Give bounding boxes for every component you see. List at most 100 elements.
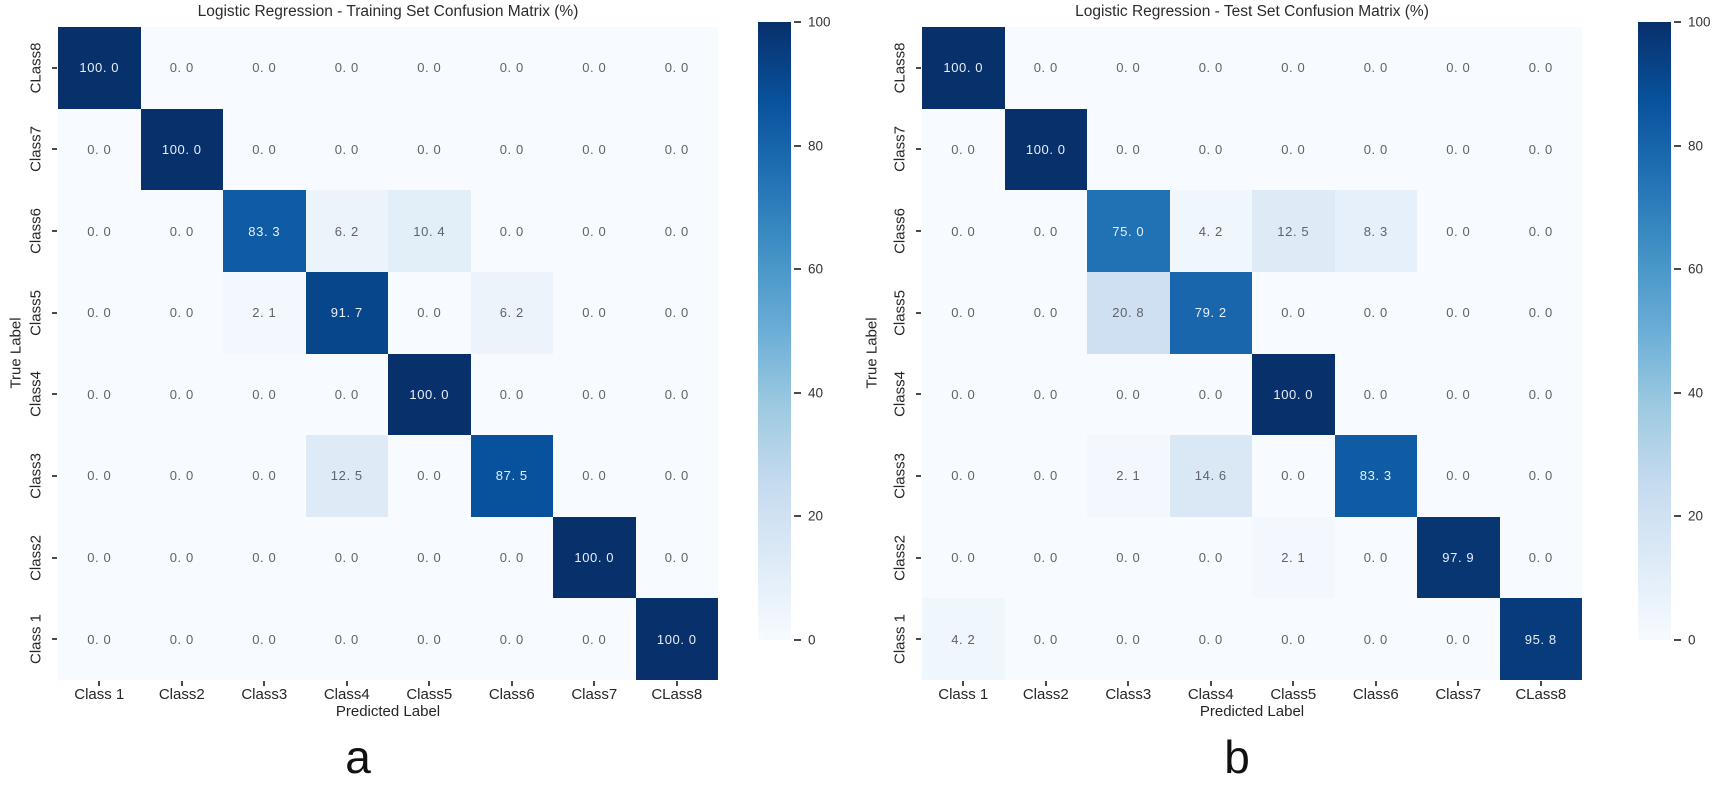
cell-value: 0. 0 — [87, 141, 112, 157]
cell-value: 0. 0 — [417, 631, 442, 647]
heatmap-cell: 0. 0 — [1334, 271, 1417, 354]
cell-value: 0. 0 — [252, 60, 277, 76]
heatmap-cell: 0. 0 — [470, 190, 553, 272]
cell-value: 0. 0 — [252, 468, 277, 484]
heatmap-cell: 0. 0 — [1252, 108, 1335, 191]
x-tick — [510, 681, 513, 686]
heatmap-cell: 0. 0 — [140, 27, 223, 109]
heatmap-cell: 0. 0 — [1499, 190, 1582, 272]
heatmap-cell: 0. 0 — [58, 108, 141, 191]
cell-value: 0. 0 — [417, 141, 442, 157]
heatmap-cell: 2. 1 — [223, 271, 306, 354]
heatmap-cell: 0. 0 — [58, 516, 141, 599]
plot-title: Logistic Regression - Training Set Confu… — [197, 3, 579, 20]
x-tick-label: CLass8 — [1515, 686, 1567, 703]
heatmap-cell: 0. 0 — [223, 435, 306, 517]
heatmap-cell: 0. 0 — [553, 190, 636, 272]
cell-value: 0. 0 — [951, 550, 976, 566]
cell-value: 6. 2 — [334, 223, 359, 239]
heatmap-cell: 0. 0 — [553, 598, 636, 680]
heatmap-cell: 83. 3 — [1334, 435, 1417, 517]
colorbar-tick-label: 20 — [1688, 508, 1704, 524]
y-tick-label: Class3 — [891, 453, 909, 499]
x-tick-label: Class6 — [1352, 686, 1399, 703]
cell-value: 97. 9 — [1442, 550, 1475, 566]
heatmap-cell: 12. 5 — [305, 435, 388, 517]
cell-value: 0. 0 — [1528, 386, 1553, 402]
heatmap-cell: 0. 0 — [635, 190, 718, 272]
cell-value: 0. 0 — [417, 468, 442, 484]
cell-value: 0. 0 — [1033, 305, 1058, 321]
x-tick-label: Class7 — [571, 686, 618, 703]
heatmap-cell: 0. 0 — [470, 27, 553, 109]
heatmap-cell: 0. 0 — [1169, 516, 1252, 599]
cell-value: 0. 0 — [334, 550, 359, 566]
y-tick-label: Class 1 — [891, 614, 909, 665]
cell-value: 0. 0 — [1528, 550, 1553, 566]
heatmap-cell: 0. 0 — [1499, 435, 1582, 517]
cell-value: 100. 0 — [161, 141, 202, 157]
cell-value: 0. 0 — [951, 141, 976, 157]
x-tick-label: Class6 — [488, 686, 535, 703]
heatmap-cell: 0. 0 — [1169, 108, 1252, 191]
colorbar-tick-label: 20 — [808, 508, 824, 524]
cell-value: 0. 0 — [582, 141, 607, 157]
heatmap-cell: 0. 0 — [388, 271, 471, 354]
cell-value: 0. 0 — [87, 305, 112, 321]
y-tick-label: CLass8 — [891, 42, 909, 94]
cell-value: 100. 0 — [409, 386, 450, 402]
cell-value: 0. 0 — [1033, 550, 1058, 566]
heatmap-cell: 0. 0 — [1417, 353, 1500, 436]
cell-value: 10. 4 — [413, 223, 446, 239]
colorbar-tick-label: 60 — [1688, 261, 1704, 277]
heatmap-cell: 0. 0 — [58, 435, 141, 517]
cell-value: 0. 0 — [1446, 305, 1471, 321]
cell-value: 2. 1 — [252, 305, 277, 321]
heatmap-cell: 0. 0 — [635, 108, 718, 191]
heatmap-cell: 0. 0 — [1334, 353, 1417, 436]
cell-value: 4. 2 — [1198, 223, 1223, 239]
x-tick — [1209, 681, 1212, 686]
cell-value: 0. 0 — [1116, 631, 1141, 647]
colorbar-tick-label: 80 — [1688, 138, 1704, 154]
cell-value: 0. 0 — [499, 141, 524, 157]
heatmap-cell: 0. 0 — [470, 353, 553, 436]
colorbar-tick — [794, 391, 801, 394]
heatmap-cell: 0. 0 — [1004, 271, 1087, 354]
heatmap-cell: 0. 0 — [1334, 27, 1417, 109]
heatmap-cell: 0. 0 — [922, 353, 1005, 436]
heatmap-cell: 100. 0 — [140, 108, 223, 191]
y-tick — [916, 638, 921, 641]
heatmap-cell: 0. 0 — [1252, 271, 1335, 354]
colorbar-tick-label: 100 — [808, 14, 831, 30]
cell-value: 0. 0 — [1446, 223, 1471, 239]
heatmap-cell: 0. 0 — [1334, 598, 1417, 680]
x-tick-label: Class4 — [1187, 686, 1234, 703]
heatmap-cell: 0. 0 — [1087, 516, 1170, 599]
cell-value: 0. 0 — [1033, 223, 1058, 239]
heatmap-cell: 0. 0 — [140, 516, 223, 599]
cell-value: 0. 0 — [499, 60, 524, 76]
heatmap-cell: 100. 0 — [635, 598, 718, 680]
heatmap-cell: 0. 0 — [140, 190, 223, 272]
y-axis-label: True Label — [863, 317, 881, 389]
heatmap-cell: 0. 0 — [1169, 27, 1252, 109]
cell-value: 0. 0 — [499, 386, 524, 402]
heatmap-cell: 0. 0 — [922, 435, 1005, 517]
colorbar: 100 80 60 40 20 0 — [758, 15, 831, 648]
x-tick-label: Class5 — [1270, 686, 1317, 703]
heatmap-cell: 0. 0 — [140, 435, 223, 517]
heatmap-cell: 0. 0 — [1004, 190, 1087, 272]
colorbar-tick — [1674, 268, 1681, 271]
cell-value: 14. 6 — [1194, 468, 1227, 484]
x-tick-label: Class7 — [1435, 686, 1482, 703]
cell-value: 0. 0 — [1446, 386, 1471, 402]
cell-value: 2. 1 — [1281, 550, 1306, 566]
cell-value: 0. 0 — [1281, 305, 1306, 321]
heatmap-cell: 100. 0 — [1252, 353, 1335, 436]
x-tick-label: Class 1 — [74, 686, 125, 703]
heatmap-cell: 0. 0 — [140, 353, 223, 436]
y-tick-label: CLass8 — [27, 42, 45, 94]
heatmap-cell: 100. 0 — [388, 353, 471, 436]
subplot-caption: b — [1224, 731, 1250, 783]
